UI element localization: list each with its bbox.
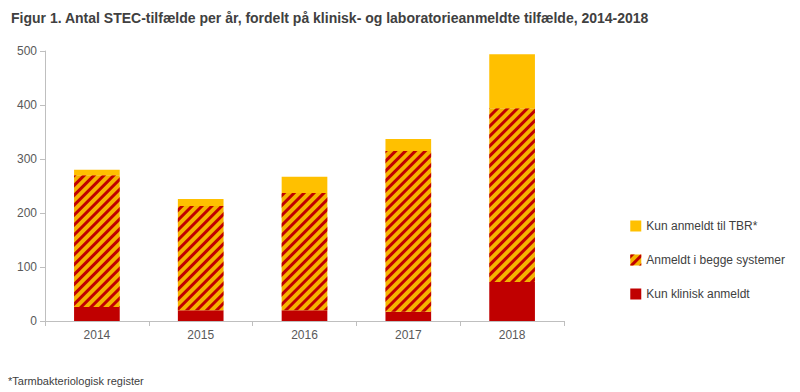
svg-text:400: 400 (17, 98, 37, 112)
svg-text:500: 500 (17, 44, 37, 58)
svg-text:2018: 2018 (499, 328, 526, 342)
svg-text:0: 0 (30, 314, 37, 328)
svg-text:Kun klinisk anmeldt: Kun klinisk anmeldt (646, 287, 750, 301)
svg-text:2014: 2014 (84, 328, 111, 342)
svg-text:100: 100 (17, 260, 37, 274)
svg-text:2017: 2017 (395, 328, 422, 342)
svg-text:*Tarmbakteriologisk register: *Tarmbakteriologisk register (8, 375, 144, 387)
svg-text:200: 200 (17, 206, 37, 220)
svg-text:300: 300 (17, 152, 37, 166)
svg-text:Kun anmeldt til TBR*: Kun anmeldt til TBR* (646, 219, 757, 233)
svg-text:2016: 2016 (291, 328, 318, 342)
svg-text:2015: 2015 (187, 328, 214, 342)
svg-text:Figur 1. Antal STEC-tilfælde p: Figur 1. Antal STEC-tilfælde per år, for… (11, 10, 649, 26)
svg-text:Anmeldt i begge systemer: Anmeldt i begge systemer (646, 253, 785, 267)
